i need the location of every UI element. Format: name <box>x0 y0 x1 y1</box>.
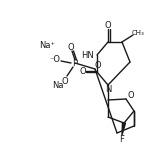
Text: HN: HN <box>82 51 94 59</box>
Text: CH₃: CH₃ <box>132 30 144 36</box>
Text: Na: Na <box>52 82 64 90</box>
Text: P: P <box>72 59 78 67</box>
Text: O: O <box>62 76 68 86</box>
Text: O: O <box>105 21 111 30</box>
Text: ⁻O: ⁻O <box>50 55 60 65</box>
Polygon shape <box>122 123 126 135</box>
Text: F: F <box>120 135 124 143</box>
Text: O: O <box>68 42 74 52</box>
Text: N: N <box>105 86 111 94</box>
Text: Na⁺: Na⁺ <box>39 41 55 49</box>
Text: O: O <box>95 60 101 69</box>
Text: O: O <box>80 67 86 76</box>
Text: O: O <box>128 91 134 100</box>
